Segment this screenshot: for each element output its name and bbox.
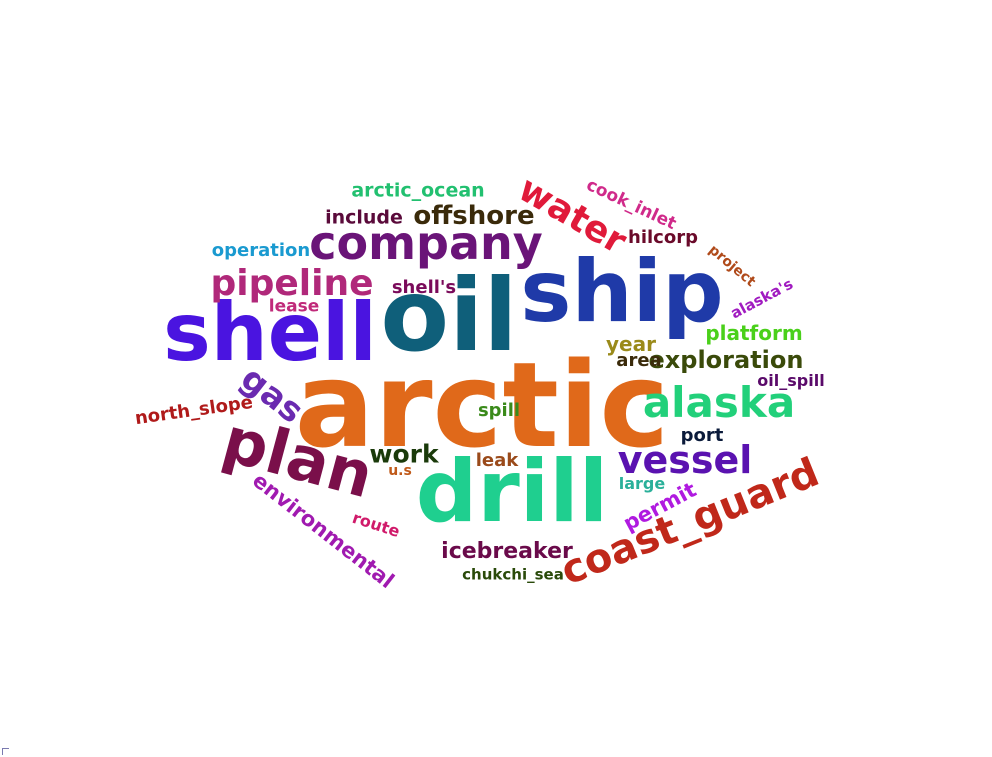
word-offshore: offshore [413, 201, 535, 231]
word-port: port [680, 425, 724, 446]
corner-glyph [2, 748, 9, 755]
word-arctic: arctic [294, 336, 670, 474]
word-drill: drill [415, 442, 609, 542]
word-vessel: vessel [617, 438, 753, 482]
word-company: company [309, 216, 543, 270]
word-lease: lease [268, 296, 320, 317]
word-include: include [325, 206, 403, 229]
word-shell: shell [163, 286, 377, 379]
word-ship: ship [520, 242, 724, 342]
word-exploration: exploration [648, 346, 804, 374]
word-shells: shell's [391, 277, 457, 298]
word-alaskas: alaska's [727, 274, 796, 323]
word-work: work [369, 439, 439, 469]
word-pipeline: pipeline [210, 263, 374, 304]
word-route: route [350, 507, 403, 542]
word-chukchi-sea: chukchi_sea [462, 565, 564, 584]
word-year: year [606, 332, 656, 356]
word-us: u.s [388, 463, 412, 479]
word-spill: spill [477, 400, 521, 421]
word-large: large [618, 474, 666, 493]
word-alaska: alaska [642, 378, 796, 427]
word-area: area [616, 350, 662, 371]
word-platform: platform [705, 321, 803, 345]
word-arctic-ocean: arctic_ocean [351, 179, 485, 202]
word-hilcorp: hilcorp [628, 227, 698, 248]
word-operation: operation [211, 240, 311, 261]
word-oil-spill: oil_spill [757, 371, 825, 390]
word-oil: oil [380, 257, 518, 374]
word-leak: leak [475, 450, 519, 471]
word-icebreaker: icebreaker [441, 539, 573, 564]
